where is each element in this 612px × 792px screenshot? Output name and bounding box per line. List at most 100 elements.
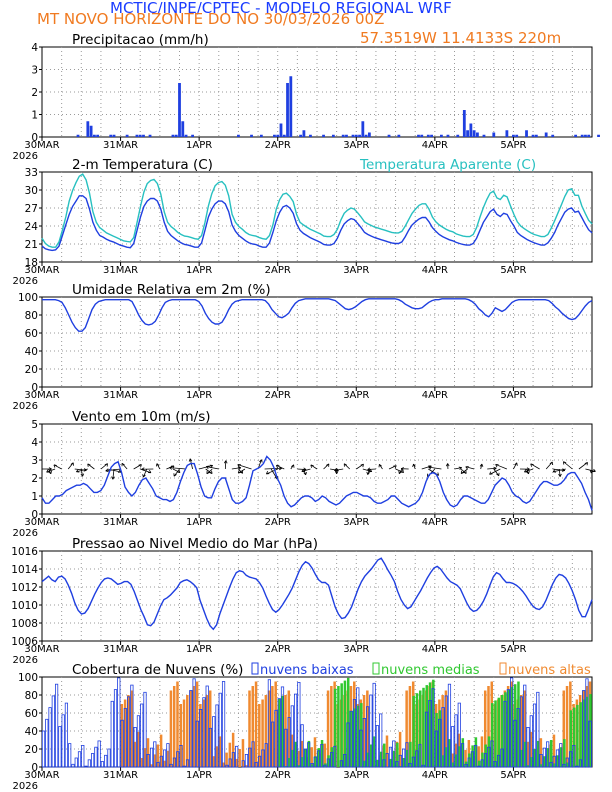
wind-arrowhead: [445, 463, 450, 467]
cloud-high-bar: [274, 681, 277, 767]
cloud-low-bar: [87, 759, 91, 768]
cloud-low-bar: [261, 749, 265, 768]
cloud-high-bar: [225, 752, 228, 767]
x-tick-label: 31MAR: [103, 517, 138, 528]
wind-arrowhead: [378, 464, 382, 468]
cloud-high-bar: [264, 695, 268, 767]
precip-bar: [250, 134, 253, 137]
cloud-mid-bar: [523, 741, 527, 767]
wind-arrowhead: [334, 468, 338, 472]
cloud-mid-bar: [412, 695, 415, 767]
cloud-high-bar: [186, 695, 189, 767]
wind-arrow: [46, 468, 56, 473]
wind-arrowhead: [549, 461, 553, 466]
wind-arrow: [495, 464, 508, 470]
cloud-low-bar: [519, 696, 524, 768]
precip-bar: [544, 132, 548, 137]
y-tick-label: 30: [25, 185, 38, 197]
cloud-low-bar: [447, 683, 452, 768]
cloud-low-bar: [451, 726, 455, 768]
cloud-low-bar: [64, 702, 69, 768]
cloud-low-bar: [166, 743, 170, 768]
cloud-high-bar: [385, 735, 389, 767]
wind-arrow: [231, 467, 241, 470]
cloud-low-bar: [503, 700, 507, 768]
cloud-low-bar: [290, 705, 294, 768]
precip-bar: [387, 134, 391, 137]
cloud-mid-bar: [461, 738, 465, 767]
cloud-mid-bar: [418, 690, 422, 767]
cloud-low-bar: [123, 708, 127, 768]
panel-title: 2-m Temperatura (C): [72, 157, 213, 173]
cloud-high-bar: [297, 750, 300, 767]
cloud-low-bar: [271, 721, 275, 768]
cloud-mid-bar: [415, 693, 419, 767]
wind-arrowhead: [291, 464, 295, 468]
cloud-mid-bar: [337, 686, 340, 767]
x-year-label: 2026: [13, 151, 38, 162]
panel-title: Vento em 10m (m/s): [72, 409, 211, 425]
precip-bar: [466, 130, 469, 137]
cloud-low-bar: [54, 683, 59, 768]
cloud-low-bar: [185, 759, 190, 768]
wind-arrowhead: [155, 463, 160, 467]
cloud-low-bar: [415, 750, 419, 768]
cloud-high-bar: [218, 736, 222, 767]
cloud-mid-bar: [330, 747, 334, 767]
y-tick-label: 40: [25, 346, 38, 358]
cloud-mid-bar: [376, 759, 379, 767]
y-tick-label: 4: [31, 437, 38, 449]
precip-bar: [358, 134, 361, 137]
x-tick-label: 1APR: [186, 140, 212, 151]
cloud-high-bar: [130, 690, 133, 767]
cloud-low-bar: [582, 690, 586, 768]
wind-arrowhead: [489, 471, 493, 475]
cloud-high-bar: [172, 686, 176, 767]
legend-label-2: nuvens altas: [508, 663, 591, 678]
cloud-low-bar: [578, 759, 583, 768]
x-tick-label: 5APR: [500, 140, 526, 151]
cloud-mid-bar: [582, 699, 586, 767]
cloud-mid-bar: [517, 681, 520, 767]
legend-swatch: [372, 662, 380, 675]
cloud-low-bar: [310, 763, 314, 768]
cloud-low-bar: [41, 730, 46, 768]
wind-arrowhead: [259, 459, 263, 463]
precip-bar: [482, 134, 486, 137]
cloud-mid-bar: [527, 765, 530, 767]
cloud-mid-bar: [399, 766, 402, 767]
x-tick-label: 4APR: [422, 265, 448, 276]
cloud-low-bar: [454, 714, 458, 768]
cloud-mid-bar: [278, 698, 281, 767]
precip-bar: [125, 134, 129, 137]
x-tick-label: 3APR: [343, 644, 369, 655]
wind-arrow: [362, 468, 372, 473]
cloud-low-bar: [74, 757, 78, 768]
precip-bar: [531, 134, 535, 137]
wind-arrow: [206, 466, 219, 470]
cloud-low-bar: [81, 745, 85, 768]
cloud-low-bar: [506, 689, 510, 768]
y-tick-label: 60: [25, 328, 38, 340]
precip-bar: [525, 130, 528, 137]
x-tick-label: 3APR: [343, 140, 369, 151]
cloud-high-bar: [310, 747, 313, 767]
cloud-high-bar: [169, 690, 173, 767]
y-tick-label: 27: [25, 203, 38, 215]
cloud-low-bar: [343, 754, 347, 768]
cloud-high-bar: [405, 690, 408, 767]
cloud-low-bar: [346, 722, 350, 768]
cloud-low-bar: [385, 753, 389, 768]
cloud-high-bar: [539, 738, 543, 767]
x-tick-label: 30MAR: [24, 517, 59, 528]
cloud-mid-bar: [441, 755, 445, 767]
cloud-low-bar: [97, 740, 101, 768]
cloud-low-bar: [431, 688, 435, 768]
wind-arrowhead: [366, 471, 370, 475]
cloud-low-bar: [117, 677, 121, 768]
wind-arrow: [395, 468, 404, 473]
y-tick-label: 1012: [11, 582, 38, 594]
cloud-low-bar: [257, 755, 262, 768]
cloud-low-bar: [441, 707, 445, 768]
x-tick-label: 5APR: [500, 770, 526, 781]
